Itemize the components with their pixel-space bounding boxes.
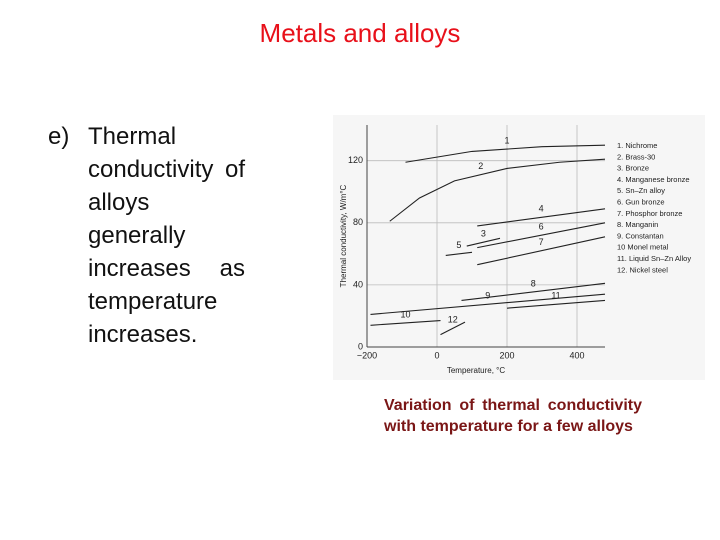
y-tick-label: 0 [358,341,363,351]
curve [370,293,606,315]
curve [389,158,606,222]
legend-entry: 6. Gun bronze [617,197,665,206]
y-axis-title: Thermal conductivity, W/m°C [339,184,348,287]
legend-entry: 4. Manganese bronze [617,175,690,184]
legend-entry: 1. Nichrome [617,141,657,150]
curve [477,208,606,227]
legend-entry: 8. Manganin [617,220,658,229]
curve-label: 6 [539,222,544,232]
legend-entry: 2. Brass-30 [617,152,655,161]
legend-entry: 3. Bronze [617,164,649,173]
legend-entry: 7. Phosphor bronze [617,209,682,218]
curve-label: 1 [504,135,509,145]
figure-background [333,115,705,380]
figure-caption: Variation of thermal conductivity with t… [384,397,642,435]
curve-label: 7 [539,237,544,247]
legend-entry: 10 Monel metal [617,243,669,252]
curve [405,144,606,163]
curve-label: 10 [400,309,410,319]
x-axis-title: Temperature, °C [447,366,506,375]
curve-label: 4 [539,204,544,214]
x-tick-label: −200 [357,350,377,360]
curve [445,251,473,256]
curve [477,222,606,249]
curve [461,282,606,301]
x-tick-label: 400 [569,350,584,360]
curve-label: 8 [531,278,536,288]
y-tick-label: 120 [348,155,363,165]
curve [370,320,441,326]
curve-label: 9 [485,291,490,301]
legend-entry: 9. Constantan [617,231,664,240]
bullet-text: Thermal conductivity of alloys generally… [88,123,245,348]
legend-entry: 11. Liquid Sn–Zn Alloy [617,254,691,263]
curve-label: 2 [478,161,483,171]
curve [477,236,606,266]
x-tick-label: 0 [434,350,439,360]
y-tick-label: 40 [353,279,363,289]
slide-title: Metals and alloys [259,18,461,48]
curve [440,321,466,336]
curve-label: 12 [448,315,458,325]
curve-label: 5 [456,240,461,250]
y-tick-label: 80 [353,217,363,227]
curve-label: 3 [481,229,486,239]
bullet-marker: e) [48,123,70,150]
legend-entry: 12. Nickel steel [617,265,668,274]
curve-label: 11 [551,291,560,301]
x-tick-label: 200 [499,350,514,360]
legend-entry: 5. Sn–Zn alloy [617,186,665,195]
curve [506,299,606,309]
curve [466,237,501,247]
